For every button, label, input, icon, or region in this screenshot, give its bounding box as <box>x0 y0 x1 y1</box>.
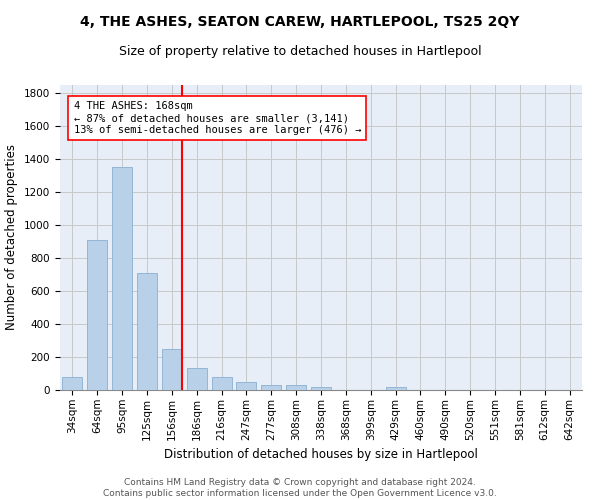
Bar <box>262 385 281 390</box>
Bar <box>212 377 232 390</box>
Text: Contains HM Land Registry data © Crown copyright and database right 2024.
Contai: Contains HM Land Registry data © Crown c… <box>103 478 497 498</box>
Text: 4, THE ASHES, SEATON CAREW, HARTLEPOOL, TS25 2QY: 4, THE ASHES, SEATON CAREW, HARTLEPOOL, … <box>80 15 520 29</box>
Bar <box>311 387 331 390</box>
X-axis label: Distribution of detached houses by size in Hartlepool: Distribution of detached houses by size … <box>164 448 478 461</box>
Bar <box>187 368 206 390</box>
Bar <box>236 382 256 390</box>
Y-axis label: Number of detached properties: Number of detached properties <box>5 144 19 330</box>
Bar <box>112 168 132 390</box>
Bar <box>88 240 107 390</box>
Bar <box>162 350 182 390</box>
Bar <box>386 386 406 390</box>
Bar <box>62 377 82 390</box>
Bar <box>137 273 157 390</box>
Text: 4 THE ASHES: 168sqm
← 87% of detached houses are smaller (3,141)
13% of semi-det: 4 THE ASHES: 168sqm ← 87% of detached ho… <box>74 102 361 134</box>
Bar <box>286 385 306 390</box>
Text: Size of property relative to detached houses in Hartlepool: Size of property relative to detached ho… <box>119 45 481 58</box>
